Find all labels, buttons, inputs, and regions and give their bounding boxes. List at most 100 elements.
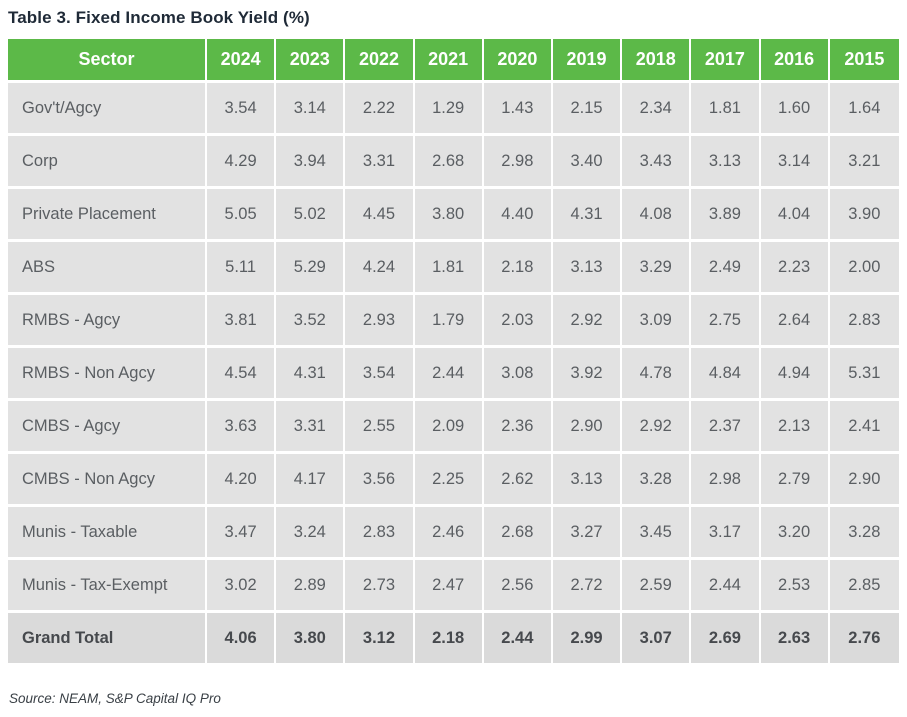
table-row: Munis - Tax-Exempt 3.02 2.89 2.73 2.47 2.56 2.… bbox=[8, 560, 899, 613]
value-cell: 2.44 bbox=[483, 613, 553, 666]
value-cell: 3.90 bbox=[829, 189, 899, 242]
column-header-year-2017: 2017 bbox=[691, 39, 761, 83]
value-cell: 2.69 bbox=[691, 613, 761, 666]
value-cell: 3.08 bbox=[483, 348, 553, 401]
value-cell: 2.25 bbox=[414, 454, 484, 507]
sector-cell: CMBS - Agcy bbox=[8, 401, 207, 454]
sector-cell: Grand Total bbox=[8, 613, 207, 666]
sector-cell: ABS bbox=[8, 242, 207, 295]
value-cell: 2.37 bbox=[691, 401, 761, 454]
value-cell: 2.83 bbox=[829, 295, 899, 348]
table-row: Gov't/Agcy 3.54 3.14 2.22 1.29 1.43 2.15 2.34 1.… bbox=[8, 83, 899, 136]
value-cell: 2.99 bbox=[552, 613, 623, 666]
value-cell: 2.44 bbox=[691, 560, 761, 613]
sector-cell: RMBS - Agcy bbox=[8, 295, 207, 348]
table-body: Gov't/Agcy 3.54 3.14 2.22 1.29 1.43 2.15 2.34 1.… bbox=[8, 83, 899, 666]
value-cell: 3.54 bbox=[345, 348, 415, 401]
value-cell: 3.31 bbox=[276, 401, 346, 454]
value-cell: 5.29 bbox=[276, 242, 346, 295]
value-cell: 4.78 bbox=[622, 348, 692, 401]
value-cell: 2.34 bbox=[622, 83, 692, 136]
value-cell: 3.92 bbox=[552, 348, 623, 401]
value-cell: 2.98 bbox=[691, 454, 761, 507]
value-cell: 3.45 bbox=[622, 507, 692, 560]
value-cell: 2.18 bbox=[414, 613, 484, 666]
value-cell: 4.04 bbox=[760, 189, 830, 242]
value-cell: 3.89 bbox=[691, 189, 761, 242]
value-cell: 3.28 bbox=[829, 507, 899, 560]
value-cell: 3.07 bbox=[622, 613, 692, 666]
value-cell: 2.85 bbox=[829, 560, 899, 613]
value-cell: 2.15 bbox=[552, 83, 623, 136]
header-row: Sector 2024 2023 2022 2021 2020 2019 2018 2017 20… bbox=[8, 39, 899, 83]
value-cell: 4.31 bbox=[276, 348, 346, 401]
value-cell: 2.18 bbox=[483, 242, 553, 295]
column-header-year-2023: 2023 bbox=[276, 39, 346, 83]
grand-total-row: Grand Total 4.06 3.80 3.12 2.18 2.44 2.99 3.07 2… bbox=[8, 613, 899, 666]
sector-cell: Corp bbox=[8, 136, 207, 189]
value-cell: 2.59 bbox=[622, 560, 692, 613]
value-cell: 2.03 bbox=[483, 295, 553, 348]
value-cell: 2.49 bbox=[691, 242, 761, 295]
value-cell: 2.55 bbox=[345, 401, 415, 454]
value-cell: 3.43 bbox=[622, 136, 692, 189]
value-cell: 2.98 bbox=[483, 136, 553, 189]
value-cell: 3.13 bbox=[691, 136, 761, 189]
value-cell: 2.75 bbox=[691, 295, 761, 348]
value-cell: 2.13 bbox=[760, 401, 830, 454]
value-cell: 4.17 bbox=[276, 454, 346, 507]
value-cell: 3.14 bbox=[760, 136, 830, 189]
value-cell: 3.28 bbox=[622, 454, 692, 507]
sector-cell: CMBS - Non Agcy bbox=[8, 454, 207, 507]
value-cell: 3.09 bbox=[622, 295, 692, 348]
column-header-year-2015: 2015 bbox=[829, 39, 899, 83]
value-cell: 2.64 bbox=[760, 295, 830, 348]
value-cell: 2.22 bbox=[345, 83, 415, 136]
table-row: RMBS - Agcy 3.81 3.52 2.93 1.79 2.03 2.92 3.09 2… bbox=[8, 295, 899, 348]
value-cell: 2.72 bbox=[552, 560, 623, 613]
value-cell: 5.31 bbox=[829, 348, 899, 401]
value-cell: 3.27 bbox=[552, 507, 623, 560]
value-cell: 4.40 bbox=[483, 189, 553, 242]
value-cell: 3.13 bbox=[552, 454, 623, 507]
column-header-year-2016: 2016 bbox=[760, 39, 830, 83]
value-cell: 4.31 bbox=[552, 189, 623, 242]
value-cell: 2.83 bbox=[345, 507, 415, 560]
value-cell: 2.92 bbox=[622, 401, 692, 454]
value-cell: 2.90 bbox=[829, 454, 899, 507]
column-header-year-2019: 2019 bbox=[552, 39, 623, 83]
value-cell: 4.24 bbox=[345, 242, 415, 295]
value-cell: 2.36 bbox=[483, 401, 553, 454]
value-cell: 3.02 bbox=[207, 560, 277, 613]
value-cell: 2.89 bbox=[276, 560, 346, 613]
value-cell: 5.11 bbox=[207, 242, 277, 295]
table-row: ABS 5.11 5.29 4.24 1.81 2.18 3.13 3.29 2.49 2.23 2… bbox=[8, 242, 899, 295]
value-cell: 1.60 bbox=[760, 83, 830, 136]
value-cell: 3.80 bbox=[276, 613, 346, 666]
sector-cell: Gov't/Agcy bbox=[8, 83, 207, 136]
table-row: CMBS - Agcy 3.63 3.31 2.55 2.09 2.36 2.90 2.92 2… bbox=[8, 401, 899, 454]
value-cell: 3.12 bbox=[345, 613, 415, 666]
value-cell: 1.43 bbox=[483, 83, 553, 136]
column-header-year-2024: 2024 bbox=[207, 39, 277, 83]
column-header-year-2021: 2021 bbox=[414, 39, 484, 83]
value-cell: 3.31 bbox=[345, 136, 415, 189]
value-cell: 2.90 bbox=[552, 401, 623, 454]
value-cell: 3.29 bbox=[622, 242, 692, 295]
value-cell: 2.47 bbox=[414, 560, 484, 613]
table-row: Private Placement 5.05 5.02 4.45 3.80 4.40 4.3… bbox=[8, 189, 899, 242]
value-cell: 1.64 bbox=[829, 83, 899, 136]
value-cell: 3.54 bbox=[207, 83, 277, 136]
table-row: RMBS - Non Agcy 4.54 4.31 3.54 2.44 3.08 3.92 4… bbox=[8, 348, 899, 401]
value-cell: 2.56 bbox=[483, 560, 553, 613]
value-cell: 2.41 bbox=[829, 401, 899, 454]
value-cell: 2.73 bbox=[345, 560, 415, 613]
column-header-year-2022: 2022 bbox=[345, 39, 415, 83]
table-header: Sector 2024 2023 2022 2021 2020 2019 2018 2017 20… bbox=[8, 39, 899, 83]
value-cell: 4.06 bbox=[207, 613, 277, 666]
fixed-income-book-yield-table: Sector 2024 2023 2022 2021 2020 2019 2018 2017 20… bbox=[8, 39, 899, 666]
source-note: Source: NEAM, S&P Capital IQ Pro bbox=[9, 691, 221, 706]
value-cell: 3.13 bbox=[552, 242, 623, 295]
value-cell: 2.93 bbox=[345, 295, 415, 348]
